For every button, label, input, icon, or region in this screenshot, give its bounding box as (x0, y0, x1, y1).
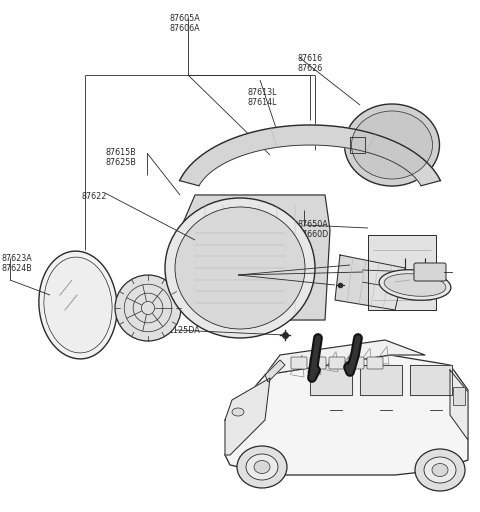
FancyBboxPatch shape (348, 357, 364, 369)
Ellipse shape (115, 275, 181, 341)
Ellipse shape (432, 463, 448, 477)
Polygon shape (225, 378, 270, 455)
Bar (368, 235, 436, 310)
Polygon shape (265, 360, 285, 382)
Ellipse shape (44, 257, 112, 353)
Bar (453, 387, 465, 405)
Text: 87616: 87616 (297, 54, 322, 63)
Polygon shape (180, 125, 440, 186)
Ellipse shape (345, 104, 440, 186)
Polygon shape (265, 340, 425, 375)
Ellipse shape (246, 454, 278, 480)
Ellipse shape (415, 449, 465, 491)
Text: 87624B: 87624B (2, 264, 33, 273)
Text: 87650A: 87650A (298, 220, 329, 229)
Text: 1243BC: 1243BC (226, 272, 257, 281)
Polygon shape (180, 195, 330, 320)
Text: 87606A: 87606A (170, 24, 201, 33)
FancyBboxPatch shape (367, 357, 383, 369)
Polygon shape (310, 365, 352, 395)
FancyBboxPatch shape (414, 263, 446, 281)
Ellipse shape (424, 457, 456, 483)
Text: 87614L: 87614L (248, 98, 277, 107)
Polygon shape (335, 255, 405, 310)
FancyBboxPatch shape (291, 357, 307, 369)
Text: 87660D: 87660D (298, 230, 329, 239)
Text: 87622: 87622 (82, 192, 108, 201)
Ellipse shape (232, 408, 244, 416)
Ellipse shape (237, 446, 287, 488)
Polygon shape (450, 370, 468, 440)
Polygon shape (350, 137, 365, 153)
Ellipse shape (165, 198, 315, 338)
Ellipse shape (175, 207, 305, 329)
Ellipse shape (351, 111, 432, 179)
Ellipse shape (379, 270, 451, 300)
FancyBboxPatch shape (310, 357, 326, 369)
Polygon shape (410, 365, 452, 395)
Text: 87615B: 87615B (105, 148, 136, 157)
FancyBboxPatch shape (329, 357, 345, 369)
Text: 85131: 85131 (358, 265, 383, 274)
Text: 87625B: 87625B (105, 158, 136, 167)
Text: 1125DA: 1125DA (168, 326, 200, 335)
Ellipse shape (39, 251, 117, 359)
Text: 87626: 87626 (297, 64, 322, 73)
Ellipse shape (254, 460, 270, 474)
Text: 85101: 85101 (358, 278, 383, 287)
Text: 87605A: 87605A (170, 14, 201, 23)
Text: 87623A: 87623A (2, 254, 33, 263)
Text: 87613L: 87613L (248, 88, 277, 97)
Polygon shape (225, 355, 468, 475)
Polygon shape (360, 365, 402, 395)
Ellipse shape (384, 274, 446, 296)
